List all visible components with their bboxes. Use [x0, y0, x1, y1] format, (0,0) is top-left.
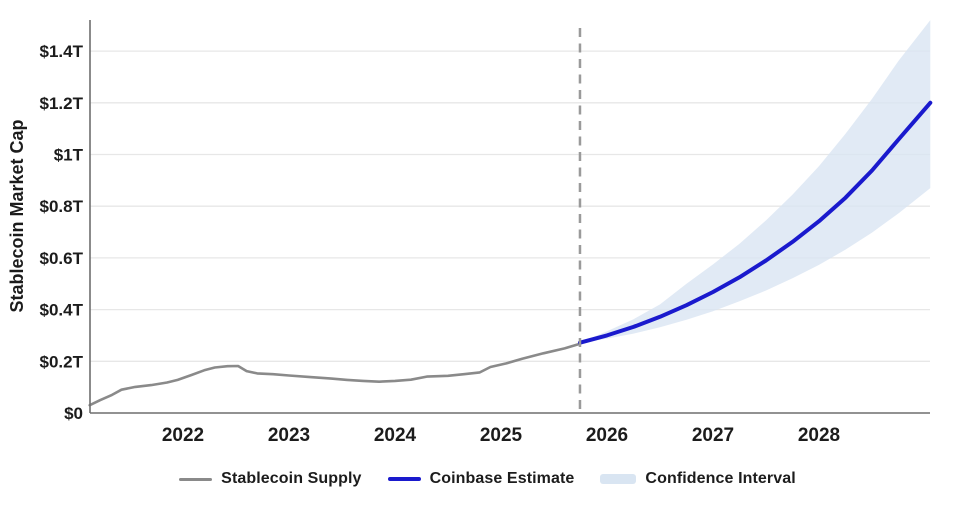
chart-legend: Stablecoin Supply Coinbase Estimate Conf… — [0, 464, 975, 494]
x-tick-label: 2022 — [162, 425, 204, 446]
x-tick-label: 2027 — [692, 425, 734, 446]
y-tick-label: $0.2T — [40, 352, 84, 371]
y-tick-label: $0.4T — [40, 301, 84, 320]
x-tick-label: 2025 — [480, 425, 523, 446]
y-tick-label: $0 — [64, 404, 83, 423]
gridlines — [90, 50, 930, 362]
chart-plot-area: $0 $0.2T $0.4T $0.6T $0.8T $1T $1.2T $1.4T 2022… — [7, 20, 933, 446]
blue-line-swatch-icon — [387, 477, 421, 481]
legend-label-coinbase-estimate: Coinbase Estimate — [429, 470, 575, 487]
legend-label-stablecoin-supply: Stablecoin Supply — [221, 470, 362, 487]
x-tick-label: 2023 — [268, 425, 310, 446]
y-tick-label: $0.6T — [40, 249, 84, 268]
y-tick-label: $0.8T — [40, 197, 84, 216]
legend-item-confidence-interval: Confidence Interval — [600, 470, 796, 488]
x-axis-tick-labels: 2022 2023 2024 2025 2026 2027 2028 — [162, 425, 840, 446]
x-tick-label: 2028 — [798, 425, 840, 446]
gray-line-swatch-icon — [179, 477, 213, 481]
axes — [89, 20, 930, 414]
y-tick-label: $1T — [54, 146, 84, 165]
legend-item-stablecoin-supply: Stablecoin Supply — [179, 470, 361, 488]
confidence-band — [580, 20, 931, 343]
data-lines — [88, 100, 933, 407]
y-tick-label: $1.4T — [40, 42, 84, 61]
y-tick-label: $1.2T — [40, 94, 84, 113]
y-axis-title: Stablecoin Market Cap — [7, 119, 27, 312]
legend-item-coinbase-estimate: Coinbase Estimate — [387, 470, 575, 488]
forecast-line — [578, 100, 933, 345]
x-tick-label: 2024 — [374, 425, 417, 446]
x-tick-label: 2026 — [586, 425, 628, 446]
confidence-band-area — [580, 20, 931, 343]
historical-line — [88, 342, 582, 407]
y-axis-tick-labels: $0 $0.2T $0.4T $0.6T $0.8T $1T $1.2T $1.4T — [40, 42, 84, 423]
band-swatch-icon — [600, 474, 637, 484]
legend-label-confidence-interval: Confidence Interval — [645, 470, 796, 487]
